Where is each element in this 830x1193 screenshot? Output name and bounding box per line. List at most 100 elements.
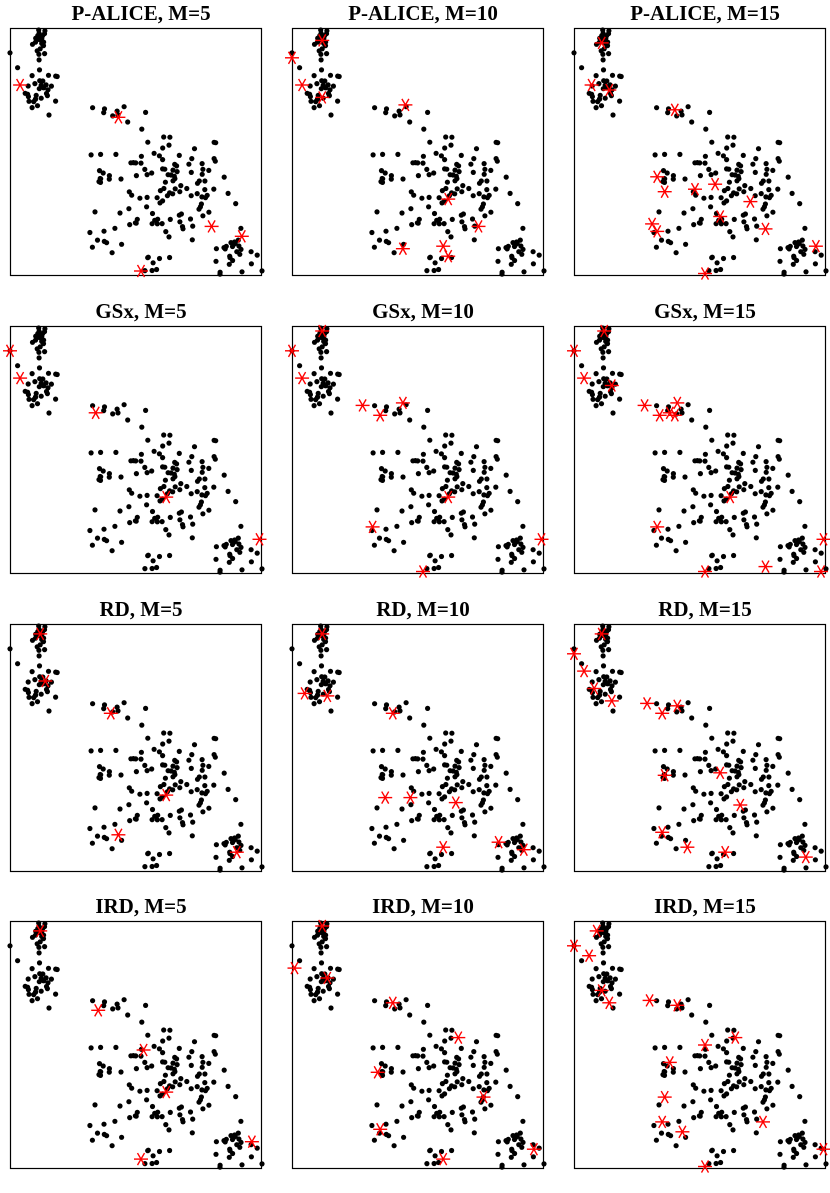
data-point bbox=[157, 498, 162, 503]
data-point bbox=[432, 807, 437, 812]
data-point bbox=[769, 1086, 774, 1091]
data-point bbox=[474, 1039, 479, 1044]
data-point bbox=[154, 565, 159, 570]
selected-point-marker bbox=[658, 186, 672, 198]
selected-point-marker bbox=[403, 792, 417, 804]
data-point bbox=[764, 757, 769, 762]
data-point bbox=[813, 1154, 818, 1159]
data-point bbox=[715, 558, 720, 563]
data-point bbox=[160, 519, 165, 524]
data-point bbox=[233, 1134, 238, 1139]
data-point bbox=[666, 106, 671, 111]
data-point bbox=[455, 1079, 460, 1084]
data-point bbox=[177, 1112, 182, 1117]
data-point bbox=[145, 791, 150, 796]
data-point bbox=[727, 527, 732, 532]
data-point bbox=[589, 390, 594, 395]
data-point bbox=[189, 491, 194, 496]
data-point bbox=[750, 1055, 755, 1060]
data-point bbox=[727, 825, 732, 830]
data-point bbox=[154, 267, 159, 272]
data-point bbox=[819, 551, 824, 556]
data-point bbox=[617, 397, 622, 402]
data-point bbox=[155, 515, 160, 520]
data-point bbox=[482, 161, 487, 166]
data-point bbox=[662, 748, 667, 753]
data-point bbox=[589, 985, 594, 990]
data-point bbox=[703, 127, 708, 132]
data-point bbox=[541, 268, 546, 273]
data-point bbox=[619, 372, 624, 377]
data-point bbox=[137, 196, 142, 201]
selected-point-marker bbox=[451, 1032, 465, 1044]
data-point bbox=[145, 1033, 150, 1038]
data-point bbox=[421, 723, 426, 728]
scatter-panel: GSx, M=10 bbox=[292, 298, 554, 598]
data-point bbox=[770, 508, 775, 513]
data-point bbox=[413, 756, 418, 761]
data-point bbox=[337, 372, 342, 377]
data-point bbox=[461, 509, 466, 514]
data-point bbox=[168, 813, 173, 818]
data-point bbox=[515, 201, 520, 206]
data-point bbox=[314, 677, 319, 682]
data-point bbox=[371, 1045, 376, 1050]
data-point bbox=[709, 140, 714, 145]
data-point bbox=[392, 250, 397, 255]
data-point bbox=[482, 1060, 487, 1065]
selected-point-marker bbox=[645, 218, 659, 230]
data-point bbox=[653, 152, 658, 157]
data-point bbox=[39, 692, 44, 697]
data-point bbox=[211, 1080, 216, 1085]
data-point bbox=[718, 863, 723, 868]
panel-title: GSx, M=10 bbox=[272, 298, 574, 324]
axes-frame bbox=[575, 29, 826, 276]
data-point bbox=[420, 459, 425, 464]
data-point bbox=[142, 465, 147, 470]
data-point bbox=[479, 178, 484, 183]
data-point bbox=[233, 1094, 238, 1099]
data-point bbox=[312, 701, 317, 706]
data-point bbox=[753, 156, 758, 161]
data-point bbox=[419, 1089, 424, 1094]
axes-frame bbox=[11, 327, 262, 574]
data-point bbox=[46, 410, 51, 415]
selected-point-marker bbox=[799, 851, 813, 863]
data-point bbox=[596, 379, 601, 384]
data-point bbox=[166, 1127, 171, 1132]
data-point bbox=[145, 553, 150, 558]
data-point bbox=[160, 443, 165, 448]
data-point bbox=[37, 682, 42, 687]
data-point bbox=[706, 465, 711, 470]
data-point bbox=[35, 103, 40, 108]
data-point bbox=[315, 933, 320, 938]
data-point bbox=[686, 700, 691, 705]
data-point bbox=[738, 1056, 743, 1061]
data-point bbox=[196, 1100, 201, 1105]
data-point bbox=[212, 454, 217, 459]
data-point bbox=[374, 1102, 379, 1107]
data-point bbox=[482, 809, 487, 814]
data-point bbox=[395, 450, 400, 455]
data-point bbox=[468, 758, 473, 763]
data-point bbox=[427, 1148, 432, 1153]
data-point bbox=[431, 766, 436, 771]
data-point bbox=[813, 1142, 818, 1147]
data-point bbox=[719, 791, 724, 796]
data-point bbox=[481, 1087, 486, 1092]
scatter-panel: P-ALICE, M=10 bbox=[292, 0, 554, 300]
data-point bbox=[610, 73, 615, 78]
data-point bbox=[202, 485, 207, 490]
data-point bbox=[432, 268, 437, 273]
data-point bbox=[791, 858, 796, 863]
data-point bbox=[42, 51, 47, 56]
data-point bbox=[408, 504, 413, 509]
data-point bbox=[139, 425, 144, 430]
data-point bbox=[416, 471, 421, 476]
data-point bbox=[730, 143, 735, 148]
data-point bbox=[144, 800, 149, 805]
data-point bbox=[315, 693, 320, 698]
data-point bbox=[813, 261, 818, 266]
data-point bbox=[596, 974, 601, 979]
data-point bbox=[479, 476, 484, 481]
